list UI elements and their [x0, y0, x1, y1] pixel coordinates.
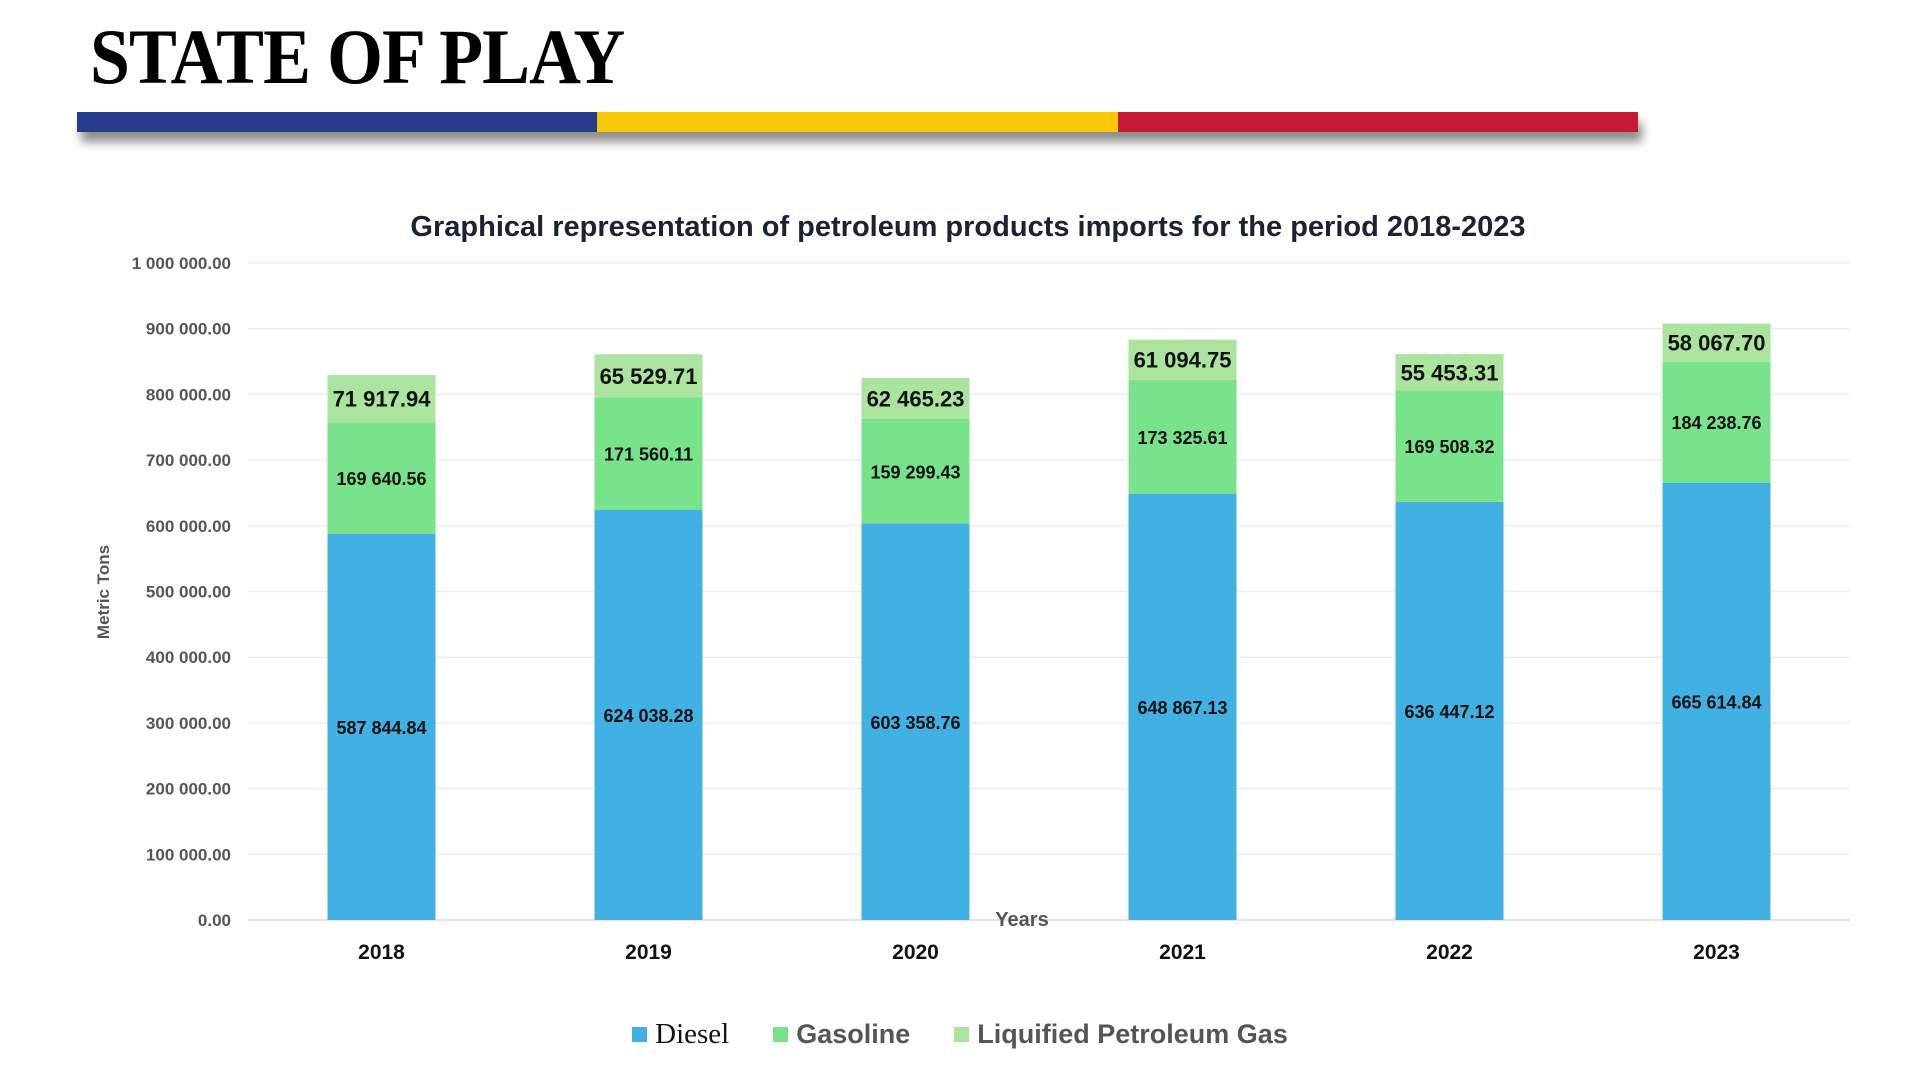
y-tick-label: 200 000.00: [146, 780, 231, 799]
bar-segment-liquified-petroleum-gas[interactable]: [1395, 354, 1504, 391]
y-axis-ticks: 0.00 100 000.00 200 000.00 300 000.00 400 00…: [132, 254, 231, 930]
bar-segment-gasoline[interactable]: [1662, 361, 1771, 483]
data-label: 184 238.76: [1671, 413, 1761, 433]
y-tick-label: 300 000.00: [146, 714, 231, 733]
data-label: 587 844.84: [336, 718, 426, 738]
data-label: 636 447.12: [1404, 702, 1494, 722]
bar-segment-diesel[interactable]: [861, 523, 970, 920]
data-label: 624 038.28: [603, 706, 693, 726]
y-tick-label: 400 000.00: [146, 648, 231, 667]
chart-title: Graphical representation of petroleum pr…: [410, 211, 1525, 243]
bar-segment-diesel[interactable]: [594, 510, 703, 920]
legend-item-gasoline[interactable]: Gasoline: [773, 1019, 910, 1050]
y-axis-label: Metric Tons: [94, 545, 113, 639]
stripe-blue: [77, 112, 598, 132]
bar-segment-liquified-petroleum-gas[interactable]: [1128, 339, 1237, 380]
y-tick-label: 500 000.00: [146, 583, 231, 602]
data-label: 61 094.75: [1134, 348, 1232, 373]
legend-swatch-diesel: [632, 1027, 648, 1042]
y-tick-label: 0.00: [198, 911, 231, 930]
data-label: 665 614.84: [1671, 692, 1761, 712]
y-tick-label: 900 000.00: [146, 320, 231, 339]
data-label: 169 508.32: [1404, 437, 1494, 457]
data-label: 55 453.31: [1401, 360, 1499, 385]
x-tick-label: 2019: [625, 941, 672, 964]
legend-label: Diesel: [655, 1018, 730, 1050]
bar-segment-diesel[interactable]: [1662, 482, 1771, 920]
bar-segment-gasoline[interactable]: [861, 418, 970, 524]
stripe-red: [1117, 112, 1638, 132]
bar-segment-gasoline[interactable]: [594, 397, 703, 511]
y-tick-label: 600 000.00: [146, 517, 231, 536]
y-tick-label: 1 000 000.00: [132, 254, 231, 273]
data-label: 58 067.70: [1668, 331, 1766, 356]
y-tick-label: 100 000.00: [146, 845, 231, 864]
bar-segment-diesel[interactable]: [1128, 493, 1237, 920]
x-tick-label: 2018: [358, 941, 405, 964]
y-tick-label: 700 000.00: [146, 451, 231, 470]
data-label: 62 465.23: [867, 386, 965, 411]
bar-segment-liquified-petroleum-gas[interactable]: [327, 375, 436, 423]
x-tick-label: 2023: [1693, 941, 1740, 964]
data-label: 169 640.56: [336, 469, 426, 489]
data-label: 173 325.61: [1137, 428, 1227, 448]
legend-swatch-gasoline: [773, 1027, 789, 1042]
data-label: 159 299.43: [870, 462, 960, 482]
data-label: 71 917.94: [333, 387, 432, 412]
legend-label: Gasoline: [796, 1019, 911, 1049]
data-label: 603 358.76: [870, 713, 960, 733]
decorative-stripe: [77, 112, 1638, 132]
x-tick-label: 2022: [1426, 941, 1473, 964]
legend-item-lpg[interactable]: Liquified Petroleum Gas: [954, 1019, 1288, 1050]
bar-segment-liquified-petroleum-gas[interactable]: [1662, 323, 1771, 362]
legend-label: Liquified Petroleum Gas: [977, 1019, 1288, 1049]
bar-segment-diesel[interactable]: [327, 533, 436, 920]
x-axis-label: Years: [995, 909, 1048, 931]
x-tick-label: 2020: [892, 941, 939, 964]
data-label: 171 560.11: [604, 445, 693, 465]
y-tick-label: 800 000.00: [146, 385, 231, 404]
bar-segment-gasoline[interactable]: [327, 422, 436, 534]
data-label: 65 529.71: [600, 364, 698, 389]
slide-title: STATE OF PLAY: [90, 13, 625, 100]
bar-segment-gasoline[interactable]: [1128, 379, 1237, 494]
data-label: 648 867.13: [1137, 698, 1227, 718]
bar-segment-gasoline[interactable]: [1395, 390, 1504, 502]
bar-segment-liquified-petroleum-gas[interactable]: [594, 354, 703, 398]
gridlines: [248, 262, 1850, 921]
legend: Diesel Gasoline Liquified Petroleum Gas: [0, 1018, 1920, 1051]
bars: 587 844.84 169 640.56 71 917.94 624 038.28 1…: [327, 323, 1771, 920]
bar-segment-liquified-petroleum-gas[interactable]: [861, 377, 970, 419]
stripe-yellow: [597, 112, 1118, 132]
legend-swatch-lpg: [954, 1027, 970, 1042]
x-tick-label: 2021: [1159, 941, 1206, 964]
legend-item-diesel[interactable]: Diesel: [632, 1018, 729, 1051]
x-axis-ticks: 2018 2019 2020 2021 2022 2023: [358, 941, 1740, 964]
bar-segment-diesel[interactable]: [1395, 501, 1504, 920]
